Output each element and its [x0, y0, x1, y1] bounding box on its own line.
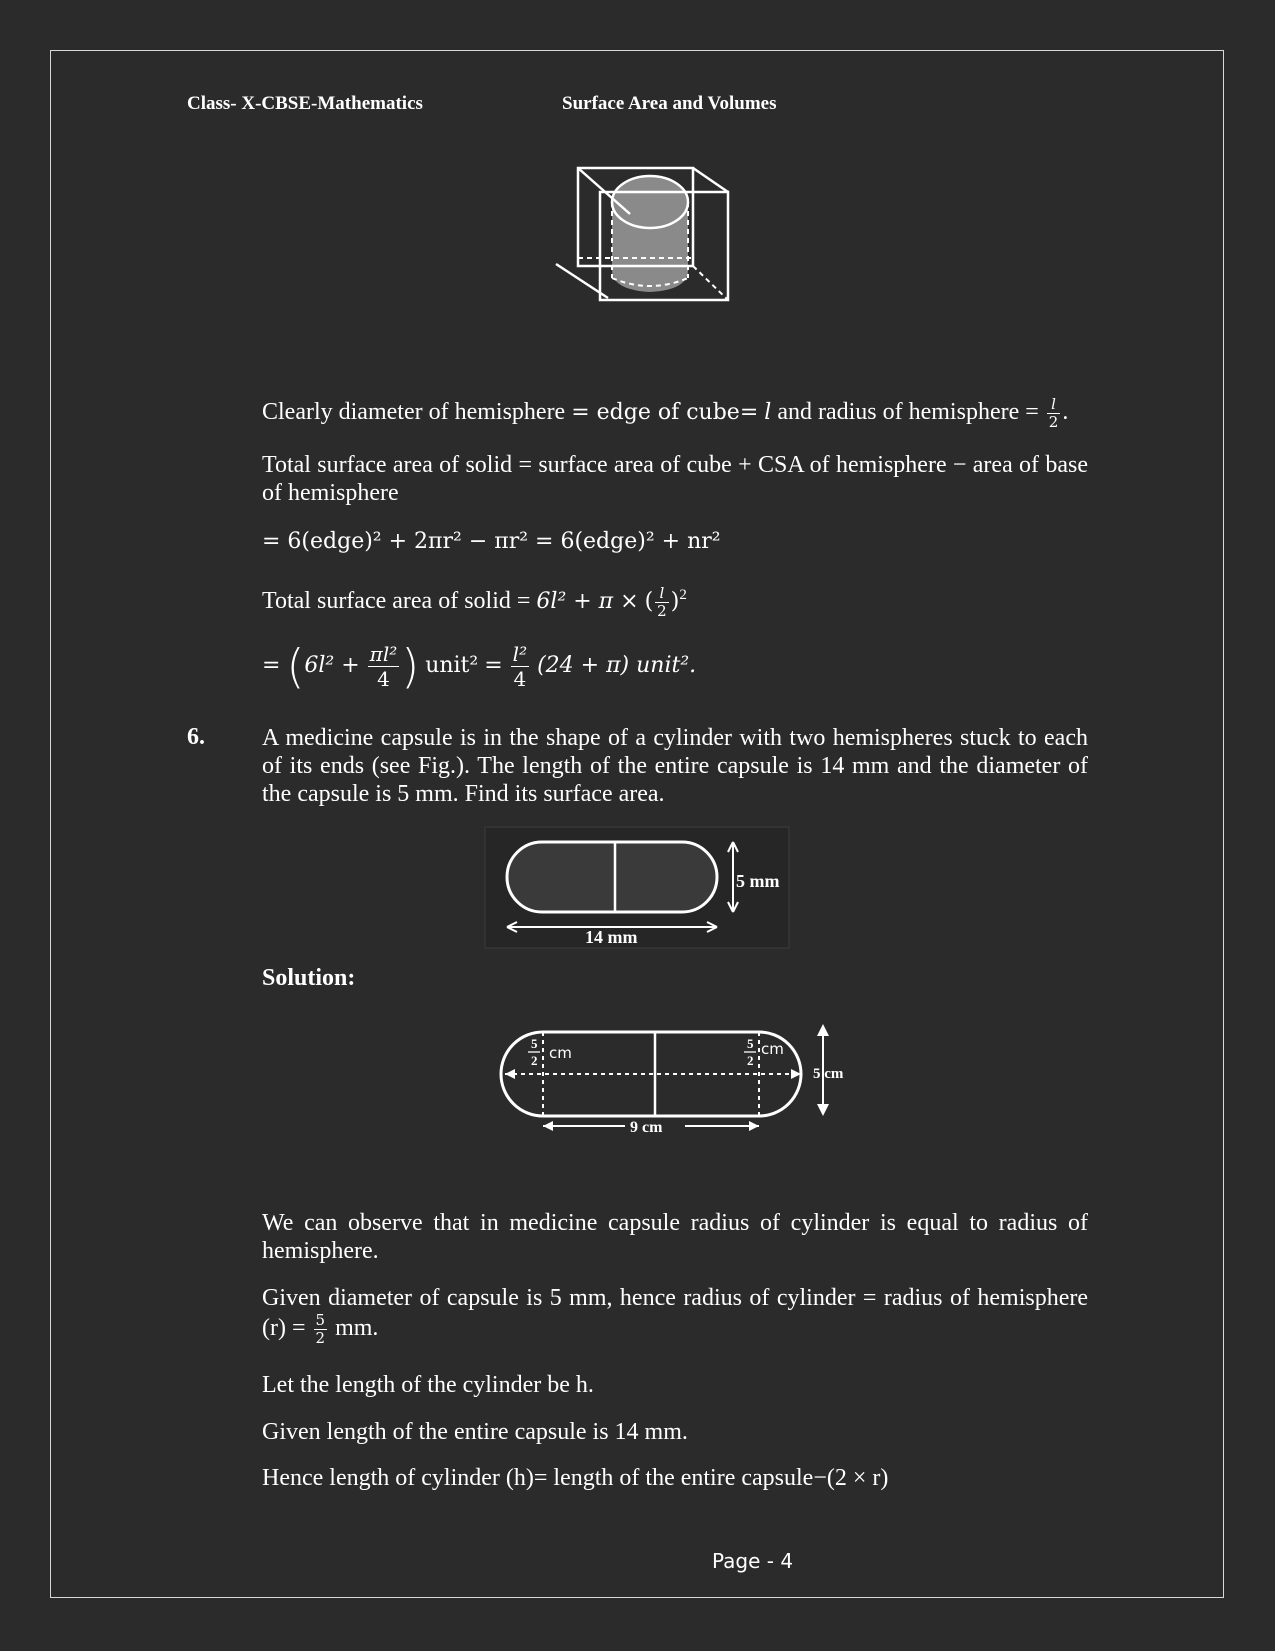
cube-hemisphere-figure — [555, 166, 730, 302]
solution-label: Solution: — [262, 965, 356, 991]
question-number: 6. — [187, 724, 205, 750]
right-radius-num: 5 — [747, 1036, 754, 1051]
capsule-diameter-label-2: 5 cm — [813, 1066, 844, 1082]
frac-den: 2 — [315, 1329, 326, 1347]
capsule-figure: 14 mm 5 mm — [484, 826, 790, 949]
page-border — [50, 50, 1224, 1598]
frac-num: πl² — [367, 642, 400, 667]
line1-text-b: = edge of cube= — [571, 400, 759, 426]
para-length-cylinder: Hence length of cylinder (h)= length of … — [262, 1465, 889, 1491]
header-chapter: Surface Area and Volumes — [562, 93, 777, 114]
header-class: Class- X-CBSE-Mathematics — [187, 93, 423, 114]
para-let-length: Let the length of the cylinder be h. — [262, 1372, 594, 1398]
para-radius-equal: We can observe that in medicine capsule … — [262, 1210, 1088, 1264]
line5-math-c: (24 + π) unit². — [537, 653, 697, 679]
line5-math-a: 6l² + — [304, 653, 360, 679]
line-total-surface-area-def: Total surface area of solid = surface ar… — [262, 452, 1088, 506]
line-tsa-result: = (6l² + πl² 4) unit² = l² 4 (24 + π) unit… — [262, 639, 697, 694]
frac-num: l — [1046, 396, 1061, 414]
line4-text: Total surface area of solid = — [262, 588, 531, 615]
frac-den: 2 — [1048, 413, 1059, 431]
capsule-length-label: 14 mm — [585, 927, 638, 947]
capsule-diameter-label: 5 mm — [736, 871, 780, 891]
frac-num: 5 — [313, 1311, 328, 1330]
frac-den: 4 — [513, 667, 527, 691]
line-tsa-formula: Total surface area of solid = 6l² + π × … — [262, 584, 687, 620]
left-radius-unit: cm — [549, 1044, 572, 1062]
para2-end: mm. — [335, 1315, 379, 1342]
line1-text-d: and radius of hemisphere = — [777, 399, 1039, 426]
question-text: A medicine capsule is in the shape of a … — [262, 725, 1088, 807]
right-radius-den: 2 — [747, 1053, 754, 1068]
line-tsa-expression: = 6(edge)² + 2πr² − πr² = 6(edge)² + nr² — [262, 529, 721, 554]
frac-den: 2 — [657, 602, 667, 620]
left-radius-num: 5 — [531, 1036, 538, 1051]
right-radius-unit: cm — [761, 1040, 784, 1058]
frac-num: l² — [510, 642, 530, 667]
para-given-length: Given length of the entire capsule is 14… — [262, 1419, 688, 1445]
capsule-diagram-solution: 5 2 cm 5 2 cm 9 cm 5 cm — [499, 1024, 844, 1136]
para2-text: Given diameter of capsule is 5 mm, hence… — [262, 1285, 1088, 1342]
line1-var-l: l — [764, 400, 772, 426]
line4-math: 6l² + π × — [536, 589, 639, 615]
fraction-pi-l2-over-4: πl² 4 — [367, 642, 400, 691]
fraction-l2-over-4: l² 4 — [510, 642, 530, 691]
left-radius-den: 2 — [531, 1053, 538, 1068]
line5-unit: unit² — [425, 653, 479, 679]
cylinder-length-label: 9 cm — [630, 1119, 663, 1136]
page-number: Page - 4 — [712, 1549, 794, 1573]
frac-den: 4 — [377, 667, 390, 691]
para-given-diameter: Given diameter of capsule is 5 mm, hence… — [262, 1284, 1088, 1347]
frac-num: l — [655, 585, 669, 603]
line1-text-a: Clearly diameter of hemisphere — [262, 399, 566, 426]
line-diameter-radius: Clearly diameter of hemisphere = edge of… — [262, 395, 1069, 431]
